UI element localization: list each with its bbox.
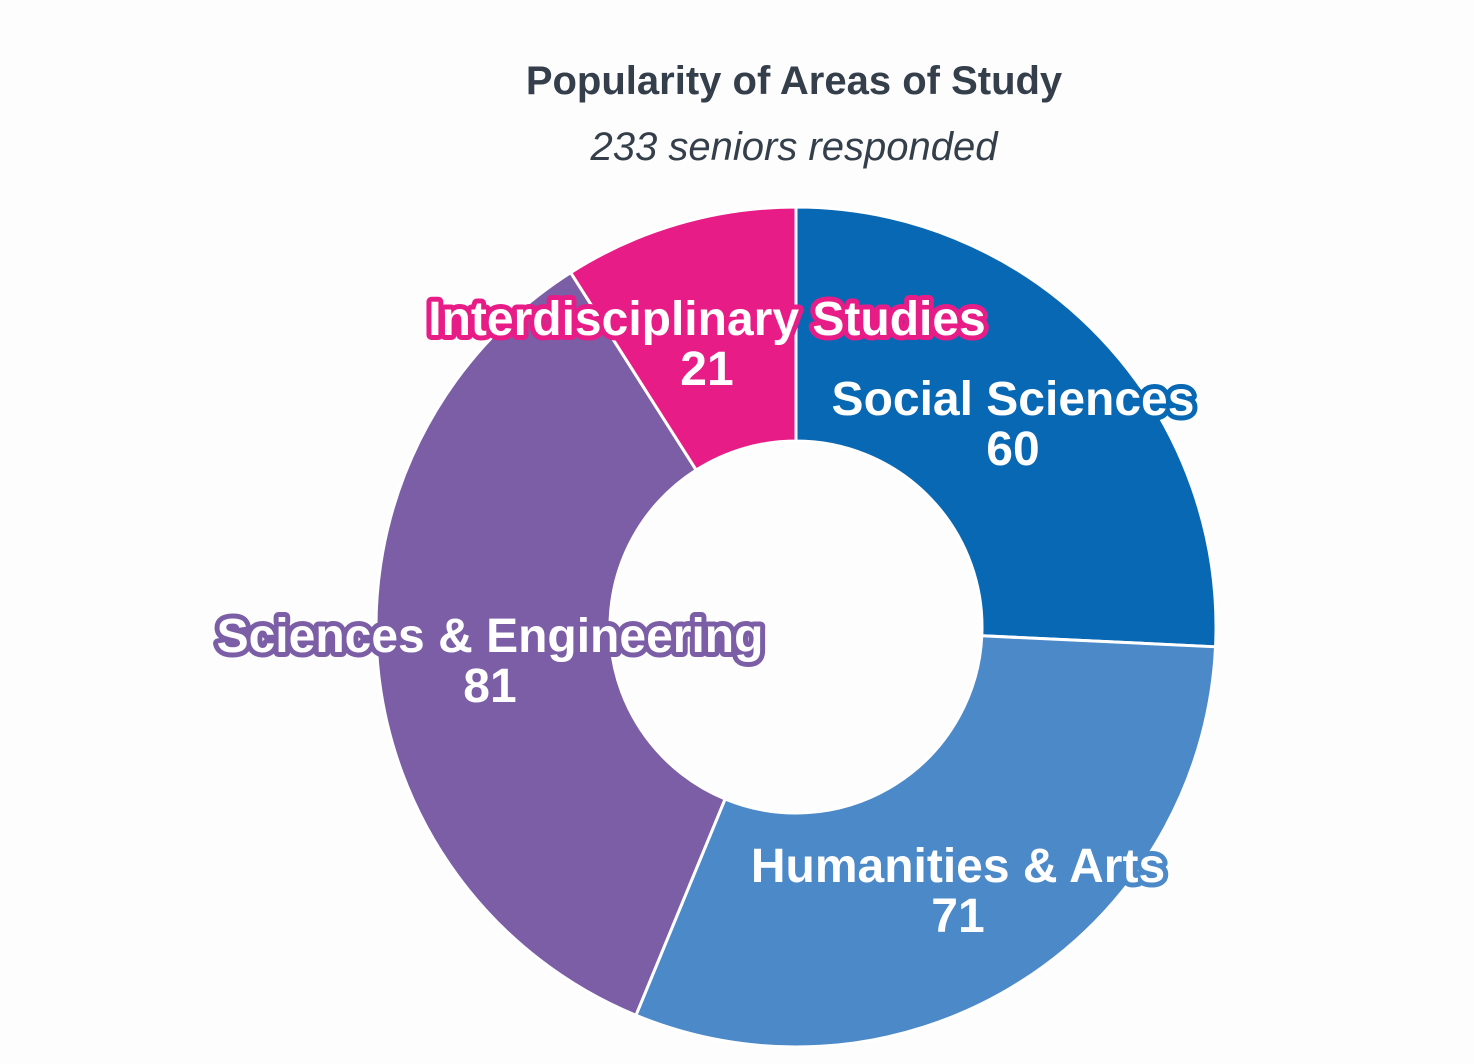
slice-label: Interdisciplinary Studies 21 bbox=[428, 293, 985, 396]
slice-label-value: 71 bbox=[931, 890, 984, 943]
chart-subtitle: 233 seniors responded bbox=[590, 125, 1000, 169]
slice-label-value: 60 bbox=[986, 423, 1039, 476]
slice-labels: Social Sciences 60 Humanities & Arts 71 Scie… bbox=[212, 288, 1200, 948]
slice-label-name: Social Sciences bbox=[832, 373, 1195, 426]
donut-slices bbox=[374, 205, 1218, 1049]
slice-social-sciences bbox=[794, 205, 1218, 649]
slice-label: Social Sciences 60 bbox=[832, 373, 1195, 476]
slice-label-name: Humanities & Arts bbox=[751, 840, 1165, 893]
slice-label: Sciences & Engineering 81 bbox=[217, 610, 764, 713]
slice-label: Humanities & Arts 71 bbox=[751, 840, 1165, 943]
slice-label-value: 21 bbox=[680, 343, 733, 396]
slice-humanities-arts bbox=[634, 634, 1218, 1049]
chart-title: Popularity of Areas of Study bbox=[526, 59, 1063, 103]
slice-label-name: Interdisciplinary Studies bbox=[428, 293, 985, 346]
slice-label-name: Sciences & Engineering bbox=[217, 610, 764, 663]
slice-sciences-engineering bbox=[374, 271, 727, 1017]
slice-interdisciplinary-studies bbox=[569, 205, 798, 472]
slice-label-value: 81 bbox=[463, 660, 516, 713]
